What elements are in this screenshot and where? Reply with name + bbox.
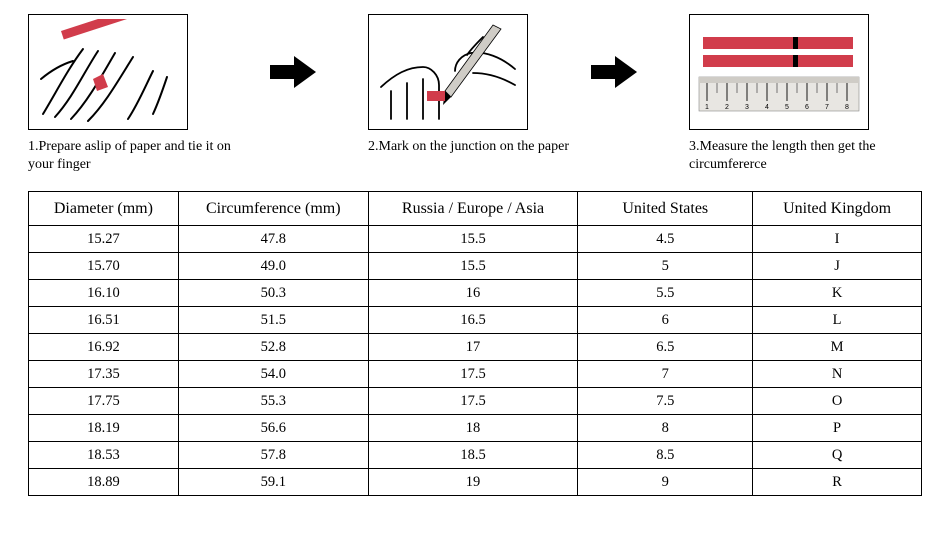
table-cell: 18.5	[368, 442, 578, 469]
table-cell: M	[753, 334, 922, 361]
table-cell: 16.10	[29, 280, 179, 307]
table-cell: 55.3	[178, 388, 368, 415]
col-header: United States	[578, 192, 753, 226]
table-cell: 15.70	[29, 253, 179, 280]
table-cell: 5	[578, 253, 753, 280]
table-cell: N	[753, 361, 922, 388]
table-cell: 9	[578, 469, 753, 496]
svg-text:5: 5	[785, 104, 789, 111]
table-cell: 17.75	[29, 388, 179, 415]
step-1-illustration	[28, 14, 188, 130]
table-row: 17.7555.317.57.5O	[29, 388, 922, 415]
table-cell: 7	[578, 361, 753, 388]
table-cell: 18.53	[29, 442, 179, 469]
table-cell: 50.3	[178, 280, 368, 307]
table-cell: 7.5	[578, 388, 753, 415]
table-cell: 16.51	[29, 307, 179, 334]
step-3-illustration: 1 2 3 4 5 6 7 8	[689, 14, 869, 130]
table-row: 15.7049.015.55J	[29, 253, 922, 280]
svg-text:1: 1	[705, 104, 709, 111]
table-cell: 6	[578, 307, 753, 334]
table-cell: 16	[368, 280, 578, 307]
svg-text:2: 2	[725, 104, 729, 111]
table-cell: 18.19	[29, 415, 179, 442]
table-cell: 52.8	[178, 334, 368, 361]
col-header: Circumference (mm)	[178, 192, 368, 226]
table-header: Diameter (mm)Circumference (mm)Russia / …	[29, 192, 922, 226]
ruler-measure-icon: 1 2 3 4 5 6 7 8	[693, 19, 865, 125]
svg-text:4: 4	[765, 104, 769, 111]
table-cell: 57.8	[178, 442, 368, 469]
steps-row: 1.Prepare aslip of paper and tie it on y…	[28, 14, 922, 173]
table-cell: P	[753, 415, 922, 442]
step-2-caption: 2.Mark on the junction on the paper	[368, 138, 569, 156]
table-cell: 19	[368, 469, 578, 496]
step-3-caption: 3.Measure the length then get the circum…	[689, 138, 899, 173]
table-body: 15.2747.815.54.5I15.7049.015.55J16.1050.…	[29, 226, 922, 496]
table-cell: 59.1	[178, 469, 368, 496]
table-cell: I	[753, 226, 922, 253]
table-cell: J	[753, 253, 922, 280]
table-row: 16.1050.3165.5K	[29, 280, 922, 307]
table-cell: 47.8	[178, 226, 368, 253]
arrow-2	[569, 14, 689, 130]
table-cell: 15.5	[368, 226, 578, 253]
table-row: 18.8959.1199R	[29, 469, 922, 496]
step-1-caption: 1.Prepare aslip of paper and tie it on y…	[28, 138, 248, 173]
table-cell: 18.89	[29, 469, 179, 496]
step-3: 1 2 3 4 5 6 7 8 3.Measure the length the…	[689, 14, 899, 173]
table-cell: 8.5	[578, 442, 753, 469]
table-cell: 16.5	[368, 307, 578, 334]
table-cell: 17.5	[368, 388, 578, 415]
table-cell: 8	[578, 415, 753, 442]
arrow-1	[248, 14, 368, 130]
table-row: 18.5357.818.58.5Q	[29, 442, 922, 469]
step-2-illustration	[368, 14, 528, 130]
col-header: Russia / Europe / Asia	[368, 192, 578, 226]
step-1: 1.Prepare aslip of paper and tie it on y…	[28, 14, 248, 173]
table-cell: 18	[368, 415, 578, 442]
table-cell: 49.0	[178, 253, 368, 280]
table-cell: 16.92	[29, 334, 179, 361]
table-row: 16.9252.8176.5M	[29, 334, 922, 361]
col-header: Diameter (mm)	[29, 192, 179, 226]
table-cell: R	[753, 469, 922, 496]
svg-text:8: 8	[845, 104, 849, 111]
ring-size-table: Diameter (mm)Circumference (mm)Russia / …	[28, 191, 922, 496]
table-cell: K	[753, 280, 922, 307]
step-2: 2.Mark on the junction on the paper	[368, 14, 569, 156]
table-cell: 17	[368, 334, 578, 361]
col-header: United Kingdom	[753, 192, 922, 226]
mark-junction-icon	[373, 19, 523, 125]
table-cell: 17.5	[368, 361, 578, 388]
svg-text:7: 7	[825, 104, 829, 111]
table-cell: 54.0	[178, 361, 368, 388]
table-cell: Q	[753, 442, 922, 469]
table-cell: 6.5	[578, 334, 753, 361]
table-cell: L	[753, 307, 922, 334]
table-row: 15.2747.815.54.5I	[29, 226, 922, 253]
svg-text:3: 3	[745, 104, 749, 111]
table-cell: 5.5	[578, 280, 753, 307]
table-cell: 15.5	[368, 253, 578, 280]
svg-text:6: 6	[805, 104, 809, 111]
hand-with-paper-icon	[33, 19, 183, 125]
table-cell: 56.6	[178, 415, 368, 442]
table-row: 18.1956.6188P	[29, 415, 922, 442]
table-row: 16.5151.516.56L	[29, 307, 922, 334]
table-cell: O	[753, 388, 922, 415]
table-cell: 51.5	[178, 307, 368, 334]
table-cell: 4.5	[578, 226, 753, 253]
table-row: 17.3554.017.57N	[29, 361, 922, 388]
table-cell: 15.27	[29, 226, 179, 253]
table-cell: 17.35	[29, 361, 179, 388]
